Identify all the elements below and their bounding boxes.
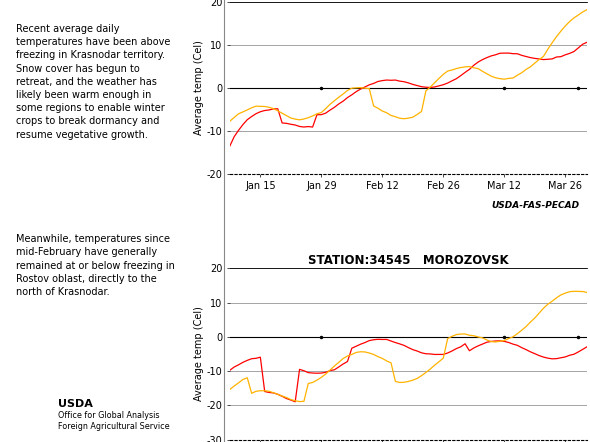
Y-axis label: Average temp (Cel): Average temp (Cel)	[194, 307, 204, 401]
Text: Office for Global Analysis
Foreign Agricultural Service: Office for Global Analysis Foreign Agric…	[58, 412, 170, 431]
Text: USDA-FAS-PECAD: USDA-FAS-PECAD	[492, 201, 580, 210]
Title: STATION:34929   KRASNODAR: STATION:34929 KRASNODAR	[309, 0, 508, 1]
Text: Recent average daily
temperatures have been above
freezing in Krasnodar territor: Recent average daily temperatures have b…	[17, 24, 171, 140]
Title: STATION:34545   MOROZOVSK: STATION:34545 MOROZOVSK	[308, 254, 509, 267]
Text: Meanwhile, temperatures since
mid-February have generally
remained at or below f: Meanwhile, temperatures since mid-Februa…	[17, 234, 175, 297]
Text: USDA: USDA	[58, 399, 93, 409]
Y-axis label: Average temp (Cel): Average temp (Cel)	[194, 41, 204, 135]
